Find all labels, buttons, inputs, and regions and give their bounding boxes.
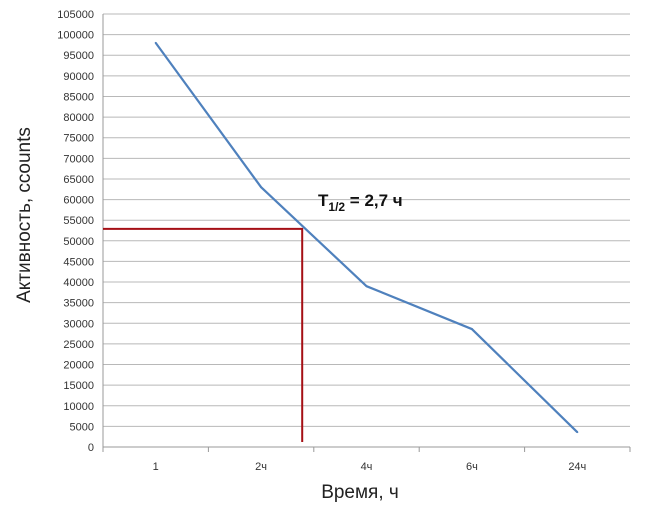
y-tick-label: 45000 [63,256,94,268]
y-tick-label: 50000 [63,236,94,248]
y-tick-label: 40000 [63,277,94,289]
x-tick-label: 6ч [466,461,478,473]
x-tick-label: 4ч [361,461,373,473]
y-tick-label: 20000 [63,360,94,372]
y-tick-label: 0 [88,442,94,454]
x-axis: 1 2ч 4ч 6ч 24ч [102,14,631,473]
series-line [154,41,579,434]
y-tick-label: 35000 [63,298,94,310]
y-tick-label: 75000 [63,133,94,145]
y-tick-label: 5000 [70,421,94,433]
y-tick-label: 100000 [57,30,94,42]
data-point [470,328,473,331]
y-tick-label: 85000 [63,91,94,103]
y-tick-label: 65000 [63,174,94,186]
y-axis-title: Активность, ccounts [14,127,35,303]
half-life-marker [103,227,304,442]
data-point [576,431,579,434]
x-axis-title: Время, ч [321,482,399,503]
x-tick-label: 24ч [568,461,586,473]
y-tick-label: 10000 [63,401,94,413]
y-tick-label: 70000 [63,153,94,165]
half-life-annotation: T1/2 = 2,7 ч [318,191,403,214]
y-tick-label: 25000 [63,339,94,351]
y-tick-label: 60000 [63,195,94,207]
x-tick-label: 1 [153,461,159,473]
y-tick-label: 80000 [63,112,94,124]
y-tick-label: 90000 [63,71,94,83]
data-point [260,186,263,189]
gridlines [103,13,630,427]
y-tick-label: 30000 [63,318,94,330]
y-tick-label: 15000 [63,380,94,392]
x-tick-label: 2ч [255,461,267,473]
data-point [365,285,368,288]
data-point [154,41,157,44]
y-tick-label: 55000 [63,215,94,227]
half-life-guide-line [103,227,304,442]
y-tick-label: 95000 [63,50,94,62]
y-tick-label: 105000 [57,9,94,21]
data-line [154,42,579,433]
y-tick-labels: 0 5000 10000 15000 20000 25000 30000 35000 40000… [57,9,94,454]
